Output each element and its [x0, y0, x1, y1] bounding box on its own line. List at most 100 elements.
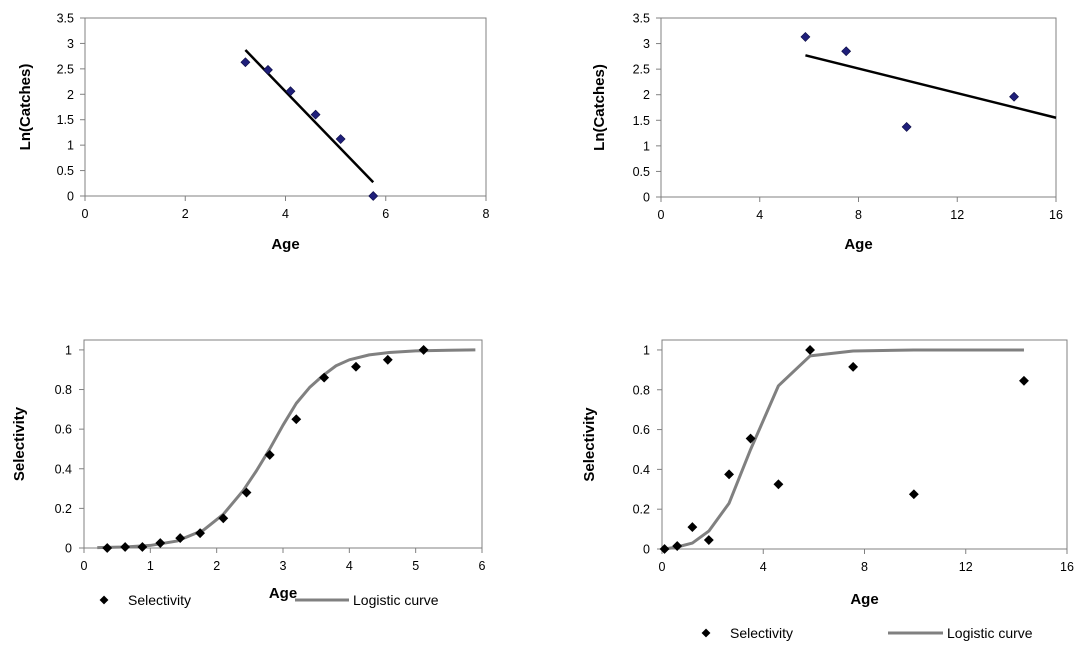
data-point	[841, 46, 852, 57]
legend-label: Logistic curve	[947, 625, 1033, 641]
y-tick-label: 1.5	[57, 113, 74, 127]
y-tick-label: 3.5	[57, 12, 74, 26]
y-tick-label: 1	[643, 343, 650, 357]
x-tick-label: 0	[659, 560, 666, 574]
y-axis-label: Ln(Catches)	[591, 64, 608, 151]
x-tick-label: 16	[1060, 560, 1074, 574]
plot-area	[660, 17, 1057, 198]
y-tick-label: 1	[643, 139, 650, 153]
x-tick-label: 4	[346, 559, 353, 573]
y-tick-label: 0.6	[55, 423, 72, 437]
data-point	[155, 538, 166, 548]
legend-marker-selectivity	[99, 595, 109, 605]
y-tick-label: 3	[643, 37, 650, 51]
x-tick-label: 16	[1049, 208, 1063, 222]
x-tick-label: 3	[280, 559, 287, 573]
x-tick-label: 0	[82, 207, 89, 221]
x-axis-label: Age	[850, 591, 878, 608]
trend-line	[805, 54, 1057, 119]
data-point	[672, 541, 683, 551]
y-tick-label: 1	[67, 139, 74, 153]
y-tick-label: 3	[67, 37, 74, 51]
y-tick-label: 2	[67, 88, 74, 102]
data-point	[659, 544, 670, 554]
legend-label: Selectivity	[730, 625, 793, 641]
data-point	[218, 513, 229, 524]
data-point	[848, 361, 859, 372]
chart-top-right: 0 4 8 12 16 0 0.5 1 1.5 2 2.5 3 3.5 Age Ln(Catches)	[591, 12, 1063, 254]
x-tick-label: 6	[382, 207, 389, 221]
y-tick-label: 0.5	[57, 164, 74, 178]
data-point	[120, 542, 131, 552]
x-tick-label: 8	[861, 560, 868, 574]
x-axis-label: Age	[271, 236, 299, 253]
x-tick-label: 12	[950, 208, 964, 222]
data-point	[703, 535, 714, 545]
data-point	[687, 522, 698, 533]
y-tick-label: 1	[65, 343, 72, 357]
data-point	[310, 109, 321, 120]
y-tick-label: 0	[65, 542, 72, 556]
y-tick-label: 0	[643, 191, 650, 205]
y-tick-label: 0	[643, 543, 650, 557]
legend-label: Logistic curve	[353, 592, 439, 608]
x-tick-label: 0	[81, 559, 88, 573]
y-tick-label: 0	[67, 190, 74, 204]
y-tick-label: 3.5	[633, 12, 650, 26]
data-point	[805, 345, 816, 355]
data-point	[241, 487, 252, 498]
y-tick-label: 0.4	[633, 463, 650, 477]
x-tick-label: 12	[959, 560, 973, 574]
y-tick-label: 2	[643, 88, 650, 102]
y-tick-label: 1.5	[633, 114, 650, 128]
series-line-logistic-curve	[664, 348, 1024, 551]
data-point	[901, 122, 912, 132]
x-tick-label: 4	[282, 207, 289, 221]
y-tick-label: 0.8	[55, 383, 72, 397]
y-axis-label: Selectivity	[11, 406, 28, 481]
x-tick-label: 6	[479, 559, 486, 573]
legend-label: Selectivity	[128, 592, 191, 608]
y-tick-label: 2.5	[57, 62, 74, 76]
chart-bottom-left: 0 1 2 3 4 5 600.20.40.60.81AgeSelectivitySelec…	[11, 339, 486, 608]
x-axis-label: Age	[844, 236, 872, 253]
data-point	[263, 64, 273, 75]
data-point	[285, 86, 296, 97]
plot-area	[83, 339, 483, 549]
data-point	[745, 433, 756, 444]
data-point	[1019, 375, 1029, 386]
x-tick-label: 0	[658, 208, 665, 222]
data-point	[773, 479, 784, 490]
data-point	[908, 489, 919, 500]
data-point	[291, 414, 302, 425]
x-tick-label: 1	[147, 559, 154, 573]
x-axis-label: Age	[269, 585, 297, 602]
x-tick-label: 8	[483, 207, 490, 221]
y-tick-label: 0.4	[55, 462, 72, 476]
data-point	[418, 344, 429, 355]
y-tick-label: 2.5	[633, 63, 650, 77]
y-tick-label: 0.2	[55, 502, 72, 516]
data-point	[264, 449, 275, 460]
y-tick-label: 0.6	[633, 423, 650, 437]
x-tick-label: 8	[855, 208, 862, 222]
y-tick-label: 0.2	[633, 503, 650, 517]
chart-bottom-right: 0 4 8 12 1600.20.40.60.81AgeSelectivitySelec…	[581, 339, 1074, 641]
x-tick-label: 2	[213, 559, 220, 573]
x-tick-label: 4	[756, 208, 763, 222]
y-axis-label: Selectivity	[581, 407, 598, 482]
data-point	[102, 543, 113, 553]
data-point	[195, 528, 206, 539]
data-point	[382, 354, 393, 365]
x-tick-label: 5	[412, 559, 419, 573]
data-point	[240, 57, 251, 68]
legend: Selectivity Logistic curve	[99, 592, 439, 608]
data-point	[1009, 91, 1019, 102]
data-point	[319, 372, 330, 383]
data-point	[368, 191, 379, 201]
plot-area	[661, 339, 1068, 550]
chart-top-left: 0 2 4 6 8 0 0.5 1 1.5 2 2.5 3 3.5 Age Ln(Catches)	[17, 12, 490, 254]
data-point	[335, 134, 346, 144]
series-line-logistic-curve	[97, 348, 476, 550]
